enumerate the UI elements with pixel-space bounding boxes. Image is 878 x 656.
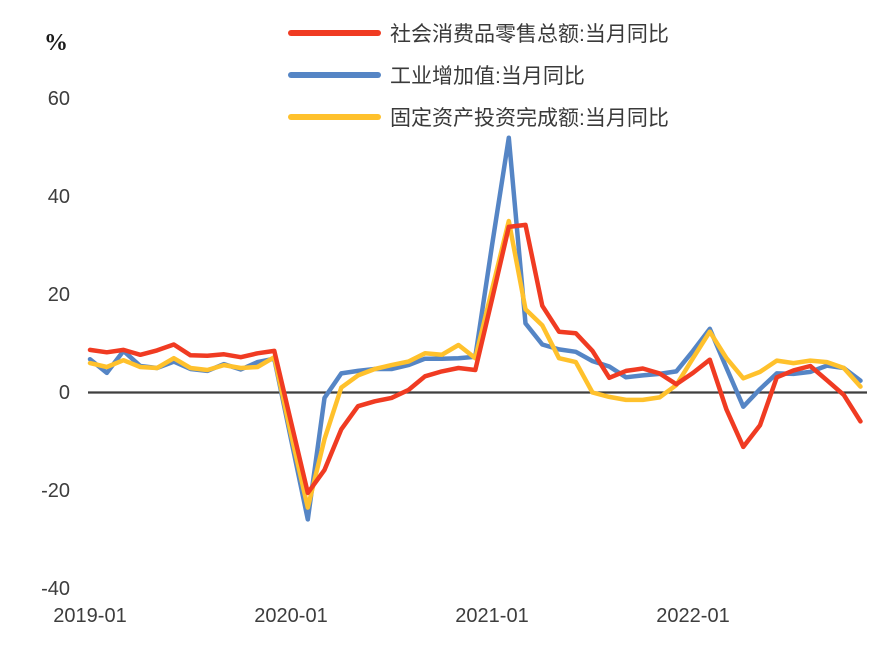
y-axis-unit-label: % bbox=[44, 30, 68, 56]
y-tick-label: -20 bbox=[41, 479, 70, 502]
x-tick-label: 2021-01 bbox=[455, 605, 529, 627]
y-tick-label: 0 bbox=[58, 381, 70, 404]
legend-item-retail-sales: 社会消费品零售总额:当月同比 bbox=[288, 12, 669, 54]
legend-line-swatch-fixed-asset-investment bbox=[288, 114, 381, 120]
y-tick-label: 40 bbox=[47, 185, 70, 208]
legend-item-label: 社会消费品零售总额:当月同比 bbox=[390, 23, 669, 46]
legend-item-label: 固定资产投资完成额:当月同比 bbox=[390, 107, 669, 130]
y-tick-label: 60 bbox=[47, 87, 70, 110]
legend-line-swatch-industrial-value-added bbox=[288, 72, 381, 78]
x-tick-label: 2020-01 bbox=[254, 605, 328, 627]
legend-item-fixed-asset-investment: 固定资产投资完成额:当月同比 bbox=[288, 96, 669, 138]
series-line-industrial-value-added bbox=[87, 135, 863, 522]
legend-line-swatch-retail-sales bbox=[288, 30, 381, 36]
y-tick-label: 20 bbox=[47, 283, 70, 306]
legend-item-label: 工业增加值:当月同比 bbox=[390, 65, 585, 88]
series-line-retail-sales bbox=[87, 222, 863, 496]
legend-item-industrial-value-added: 工业增加值:当月同比 bbox=[288, 54, 669, 96]
series-line-fixed-asset-investment bbox=[87, 218, 863, 510]
y-tick-label: -40 bbox=[41, 577, 70, 600]
x-tick-label: 2022-01 bbox=[656, 605, 730, 627]
x-tick-label: 2019-01 bbox=[53, 605, 127, 627]
legend: 社会消费品零售总额:当月同比 工业增加值:当月同比固定资产投资完成额:当月同比 bbox=[288, 12, 669, 138]
